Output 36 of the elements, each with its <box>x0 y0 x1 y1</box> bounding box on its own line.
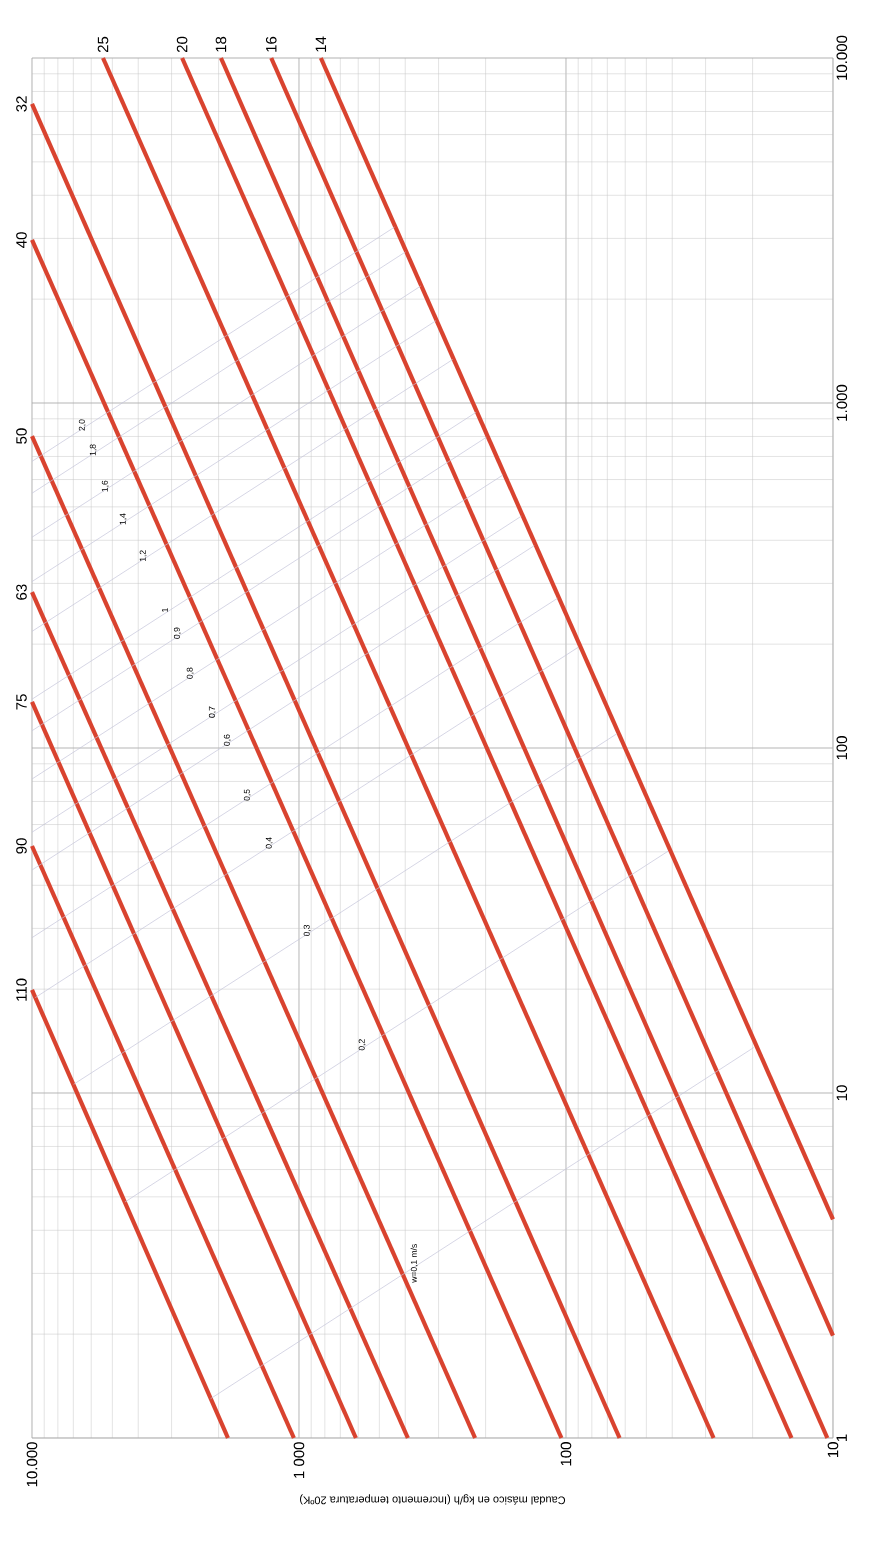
text: 63 <box>16 584 27 600</box>
text: 0,3 <box>303 924 311 936</box>
text: 1 <box>161 608 168 612</box>
y-tick-label: 10 <box>836 1085 848 1101</box>
text: 18 <box>215 36 227 52</box>
text: 1,8 <box>89 444 97 456</box>
x-tick-label: 10.000 <box>26 1442 38 1487</box>
text: 16 <box>265 36 277 52</box>
text: 2,0 <box>78 419 86 431</box>
text: 0,2 <box>358 1039 366 1051</box>
x-tick-label: 100 <box>560 1442 572 1466</box>
y-tick-label: 1.000 <box>836 384 848 421</box>
text: 0,7 <box>208 706 216 718</box>
text: 0,5 <box>243 789 251 801</box>
text: 0,8 <box>186 667 194 679</box>
x-tick-label: 1 000 <box>293 1442 305 1478</box>
text: 14 <box>315 36 327 52</box>
text: 0,4 <box>265 837 273 849</box>
y-tick-label: 10.000 <box>836 35 848 80</box>
text: 1,6 <box>101 480 109 492</box>
text: 40 <box>16 232 27 248</box>
text: 32 <box>16 96 27 112</box>
text: 20 <box>176 36 188 53</box>
x-axis-title: Caudal másico en kg/h (Incremento temperatura 20ºK) <box>300 1494 566 1505</box>
text: 1,2 <box>139 550 147 562</box>
text: 0,6 <box>223 734 231 746</box>
text: 50 <box>16 428 27 444</box>
text: 25 <box>97 36 109 53</box>
y-tick-label: 100 <box>836 736 848 760</box>
text: 110 <box>16 978 27 1001</box>
text: 1,4 <box>119 513 127 525</box>
y-tick-label: 1 <box>836 1434 847 1442</box>
text: 0,9 <box>173 627 181 639</box>
text: 75 <box>16 694 27 710</box>
text: w=0,1 m/s <box>410 1244 418 1283</box>
text: 90 <box>16 838 27 854</box>
